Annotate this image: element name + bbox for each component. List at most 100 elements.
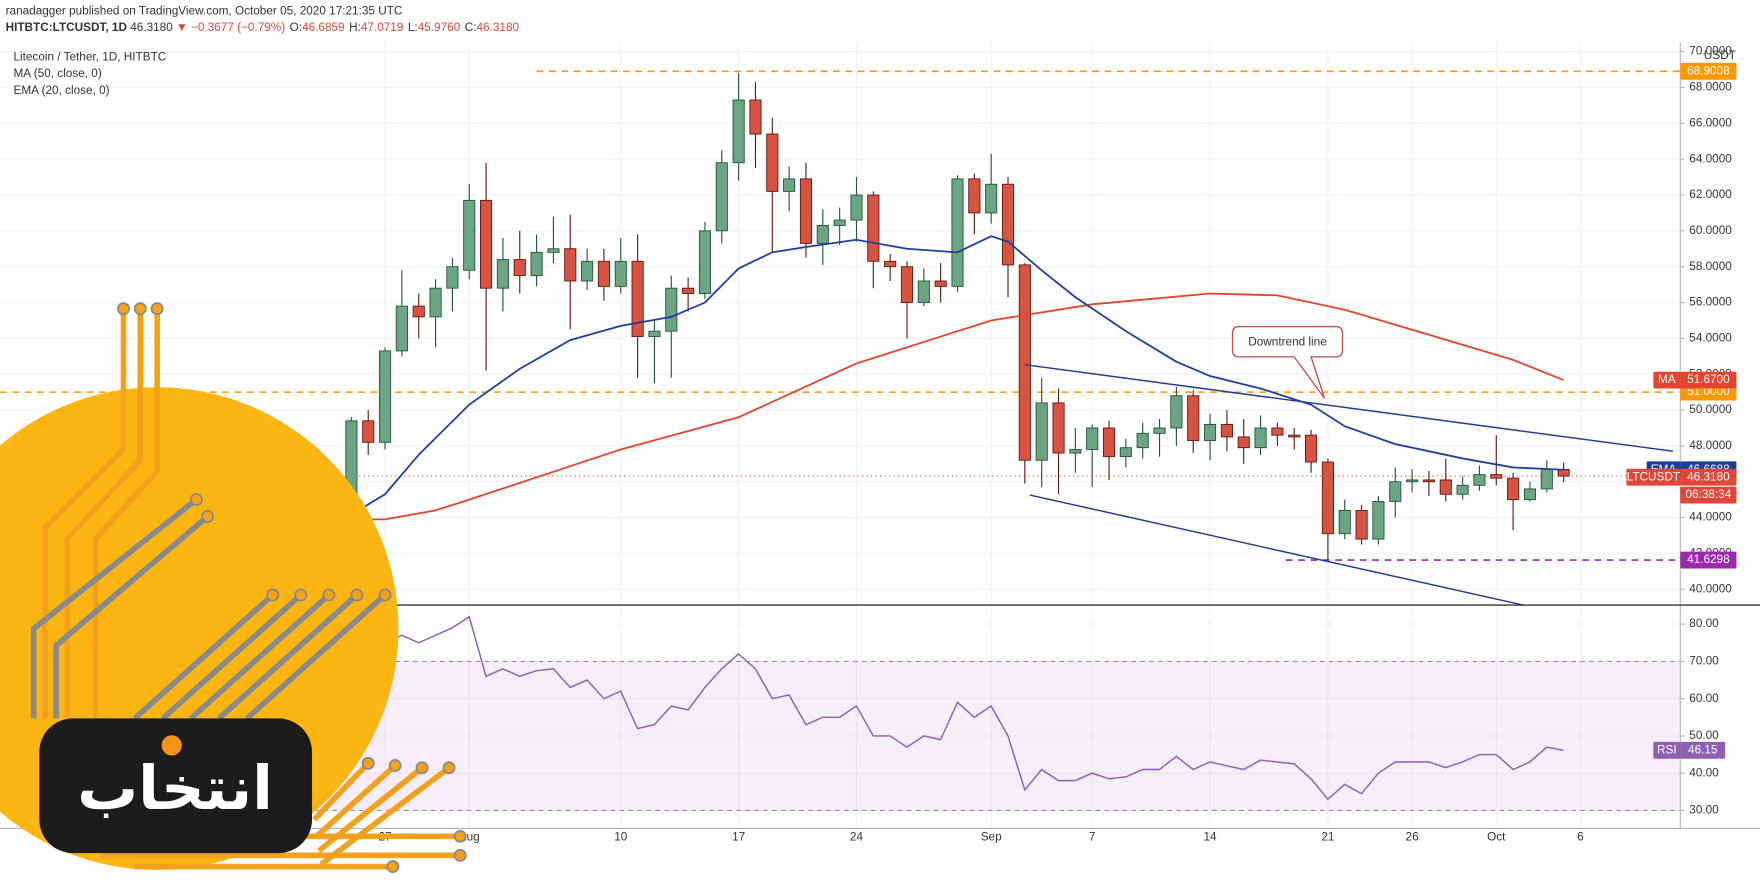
symbol-line: HITBTC:LTCUSDT, 1D 46.3180 ▼ −0.3677 (−0…	[6, 21, 520, 34]
candle-body	[1052, 402, 1065, 454]
price-label-box	[1680, 62, 1737, 80]
ohlc-value: 47.0719	[361, 21, 404, 34]
bitcoin-icon	[161, 735, 182, 756]
annotation-text: Downtrend line	[1248, 335, 1327, 348]
price-label-text: 46.3180	[1687, 470, 1730, 483]
price-label-box	[1680, 486, 1737, 504]
x-tick-label: 17	[732, 831, 745, 844]
price-label-box	[1653, 741, 1681, 759]
candle-body	[715, 162, 728, 232]
trendline	[1024, 363, 1674, 452]
price-label-box	[1653, 371, 1681, 389]
price-label-text: RSI	[1657, 743, 1677, 756]
candle-body	[1220, 423, 1233, 438]
y-tick-label: 60.0000	[1689, 224, 1732, 237]
publisher-line: ranadagger published on TradingView.com,…	[6, 4, 403, 17]
logo-badge	[39, 718, 313, 854]
logo-text: انتخاب	[77, 754, 273, 824]
candle-body	[446, 266, 459, 289]
circuit-dot	[150, 302, 164, 316]
ohlc-label: H:	[349, 21, 361, 34]
y-tick-label: 70.00	[1689, 654, 1719, 667]
candle-body	[1187, 395, 1200, 441]
candle-body	[682, 287, 695, 295]
candle-body	[1507, 477, 1520, 501]
y-tick-label: 50.00	[1689, 729, 1719, 742]
circuit-dot	[189, 493, 203, 506]
y-tick-label: 70.0000	[1689, 45, 1732, 58]
candle-body	[1372, 501, 1385, 540]
candle-body	[1389, 481, 1402, 502]
candle-body	[1237, 436, 1250, 449]
price-label-box	[1680, 741, 1726, 759]
price-label-box	[1626, 468, 1681, 486]
candle-body	[1069, 449, 1082, 454]
ohlc: O:46.6859 H:47.0719 L:45.9760 C:46.3180	[290, 21, 520, 34]
candle-body	[934, 280, 947, 287]
y-tick-label: 64.0000	[1689, 152, 1732, 165]
candle-body	[1170, 395, 1183, 429]
y-tick-label: 40.0000	[1689, 582, 1732, 595]
candle-body	[1018, 264, 1031, 461]
y-tick-label: 30.00	[1689, 804, 1719, 817]
candle-body	[463, 199, 476, 271]
circuit-dot	[442, 761, 456, 775]
candle-body	[917, 280, 930, 303]
candle-body	[648, 330, 661, 338]
y-tick-label: 40.00	[1689, 766, 1719, 779]
annotation-callout	[1231, 325, 1344, 399]
candle-body	[1203, 423, 1217, 441]
candle-body	[1490, 474, 1503, 479]
candle-body	[749, 99, 762, 135]
candle-body	[968, 178, 981, 214]
candle-body	[530, 251, 543, 277]
x-tick-label: 10	[614, 831, 628, 844]
price-label-text: 51.6700	[1687, 373, 1730, 386]
price-label-box	[1680, 468, 1737, 486]
y-tick-label: 68.0000	[1689, 81, 1732, 94]
y-tick-label: 56.0000	[1689, 296, 1732, 309]
price-pane: Downtrend line	[0, 70, 1681, 606]
last-price: 46.3180	[130, 21, 173, 34]
price-label-text: MA	[1658, 373, 1676, 386]
y-tick-label: 48.0000	[1689, 439, 1732, 452]
y-tick-label: 66.0000	[1689, 116, 1732, 129]
x-tick-label: Sep	[981, 831, 1002, 844]
circuit-dot	[322, 588, 336, 602]
circuit-dot	[453, 848, 467, 862]
candle-body	[732, 99, 745, 164]
candle-body	[900, 266, 914, 303]
change: ▼ −0.3677 (−0.79%)	[176, 21, 285, 34]
circuit-dot	[266, 588, 280, 602]
ohlc-value: 46.3180	[477, 21, 520, 34]
candle-body	[1557, 468, 1570, 477]
candle-body	[1439, 479, 1452, 495]
y-tick-label: 80.00	[1689, 617, 1719, 630]
legend-ma: MA (50, close, 0)	[13, 67, 101, 80]
candle-body	[581, 260, 594, 282]
x-tick-label: 14	[1204, 831, 1218, 844]
candle-body	[1473, 474, 1486, 486]
candle-body	[1086, 427, 1099, 450]
candle-body	[1288, 434, 1301, 438]
ohlc-label: O:	[290, 21, 302, 34]
candle-body	[1523, 488, 1537, 501]
candle-body	[1001, 183, 1015, 266]
y-tick-label: 50.0000	[1689, 403, 1732, 416]
candle-body	[850, 194, 863, 221]
circuit-dot	[294, 588, 308, 602]
candle-body	[412, 305, 425, 318]
price-label-text: 46.15	[1688, 743, 1718, 756]
candle-body	[362, 420, 375, 443]
candle-body	[1153, 427, 1166, 434]
y-tick-label: 54.0000	[1689, 331, 1732, 344]
circuit-dot	[350, 588, 364, 602]
candle-body	[480, 199, 493, 289]
candle-body	[1035, 402, 1048, 461]
logo: انتخاب	[0, 302, 467, 874]
y-tick-label: 58.0000	[1689, 260, 1732, 273]
legend: Litecoin / Tether, 1D, HITBTC MA (50, cl…	[13, 50, 166, 97]
y-tick-label: 62.0000	[1689, 188, 1732, 201]
